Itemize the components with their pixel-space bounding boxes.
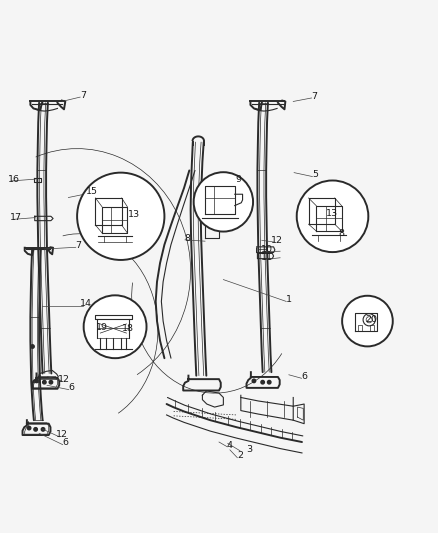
Text: 2: 2: [237, 450, 243, 459]
Text: 11: 11: [261, 253, 273, 262]
Text: 6: 6: [301, 372, 307, 381]
Circle shape: [194, 172, 253, 231]
Text: 12: 12: [56, 430, 68, 439]
Text: 7: 7: [311, 92, 317, 101]
Circle shape: [252, 379, 256, 383]
Text: 4: 4: [227, 441, 233, 450]
Text: 5: 5: [312, 171, 318, 179]
Text: 9: 9: [236, 175, 242, 184]
Circle shape: [41, 427, 45, 431]
Circle shape: [34, 427, 37, 431]
Circle shape: [35, 379, 38, 383]
Text: 20: 20: [365, 315, 377, 324]
Text: 6: 6: [62, 438, 68, 447]
Text: 13: 13: [325, 209, 338, 218]
Circle shape: [261, 381, 265, 384]
Text: 12: 12: [271, 236, 283, 245]
Text: 10: 10: [261, 245, 273, 254]
Text: 19: 19: [96, 323, 108, 332]
Text: 8: 8: [338, 229, 344, 238]
Text: 7: 7: [80, 91, 86, 100]
Circle shape: [49, 381, 53, 384]
Text: 16: 16: [8, 175, 20, 184]
Circle shape: [342, 296, 393, 346]
Text: 17: 17: [10, 213, 22, 222]
Circle shape: [84, 295, 147, 358]
Text: 13: 13: [128, 209, 140, 219]
Text: 8: 8: [184, 233, 191, 243]
Circle shape: [77, 173, 164, 260]
Text: 14: 14: [80, 299, 92, 308]
Circle shape: [297, 181, 368, 252]
Text: 1: 1: [286, 295, 292, 304]
Text: 7: 7: [75, 241, 81, 250]
Text: 6: 6: [68, 383, 74, 392]
Text: 12: 12: [58, 375, 70, 384]
Circle shape: [42, 381, 46, 384]
Text: 3: 3: [247, 445, 253, 454]
Circle shape: [268, 381, 271, 384]
Circle shape: [27, 426, 31, 430]
Text: 18: 18: [122, 324, 134, 333]
Text: 15: 15: [86, 187, 99, 196]
